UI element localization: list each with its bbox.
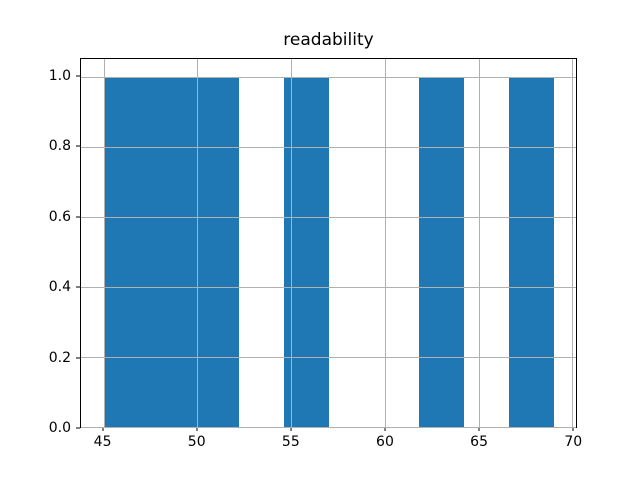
y-tick-label: 0.2 <box>48 349 71 366</box>
y-tick-mark <box>76 75 80 77</box>
histogram-bar <box>418 76 464 427</box>
x-tick-mark <box>290 427 292 431</box>
gridline-vertical <box>103 59 105 427</box>
y-tick-label: 0.0 <box>48 420 71 436</box>
x-tick-label: 55 <box>281 434 300 450</box>
gridline-vertical <box>384 59 386 427</box>
x-axis: 45 50 55 60 65 70 <box>80 427 582 461</box>
gridline-horizontal <box>81 286 576 288</box>
gridline-horizontal <box>81 356 576 358</box>
y-tick-mark <box>76 216 80 218</box>
gridline-horizontal <box>81 146 576 148</box>
gridline-vertical <box>572 59 574 427</box>
gridline-horizontal <box>81 427 576 428</box>
y-axis: 0.0 0.2 0.4 0.6 0.8 1.0 <box>0 58 80 436</box>
y-tick-label: 0.4 <box>48 279 71 296</box>
y-tick-label: 0.6 <box>48 208 71 225</box>
x-tick-mark <box>102 427 104 431</box>
histogram-bar <box>103 76 239 427</box>
gridline-vertical <box>291 59 292 427</box>
gridline-vertical <box>197 59 199 427</box>
x-tick-label: 65 <box>470 434 489 450</box>
y-tick-label: 0.8 <box>48 138 71 155</box>
x-tick-mark <box>478 427 480 431</box>
gridline-horizontal <box>81 76 576 78</box>
gridline-vertical <box>478 59 480 427</box>
x-tick-label: 60 <box>376 434 394 450</box>
y-tick-mark <box>76 427 80 429</box>
x-tick-label: 70 <box>564 434 583 450</box>
y-tick-label: 1.0 <box>48 67 71 84</box>
y-tick-mark <box>76 145 80 147</box>
x-tick-mark <box>384 427 386 431</box>
gridline-horizontal <box>81 216 576 218</box>
x-tick-mark <box>196 427 198 431</box>
y-tick-mark <box>76 286 80 288</box>
plot-area <box>80 58 577 428</box>
x-tick-mark <box>572 427 574 431</box>
x-tick-label: 50 <box>187 434 206 450</box>
x-tick-label: 45 <box>93 434 112 450</box>
histogram-bar <box>508 76 554 427</box>
chart-title: readability <box>283 30 374 50</box>
y-tick-mark <box>76 357 80 359</box>
